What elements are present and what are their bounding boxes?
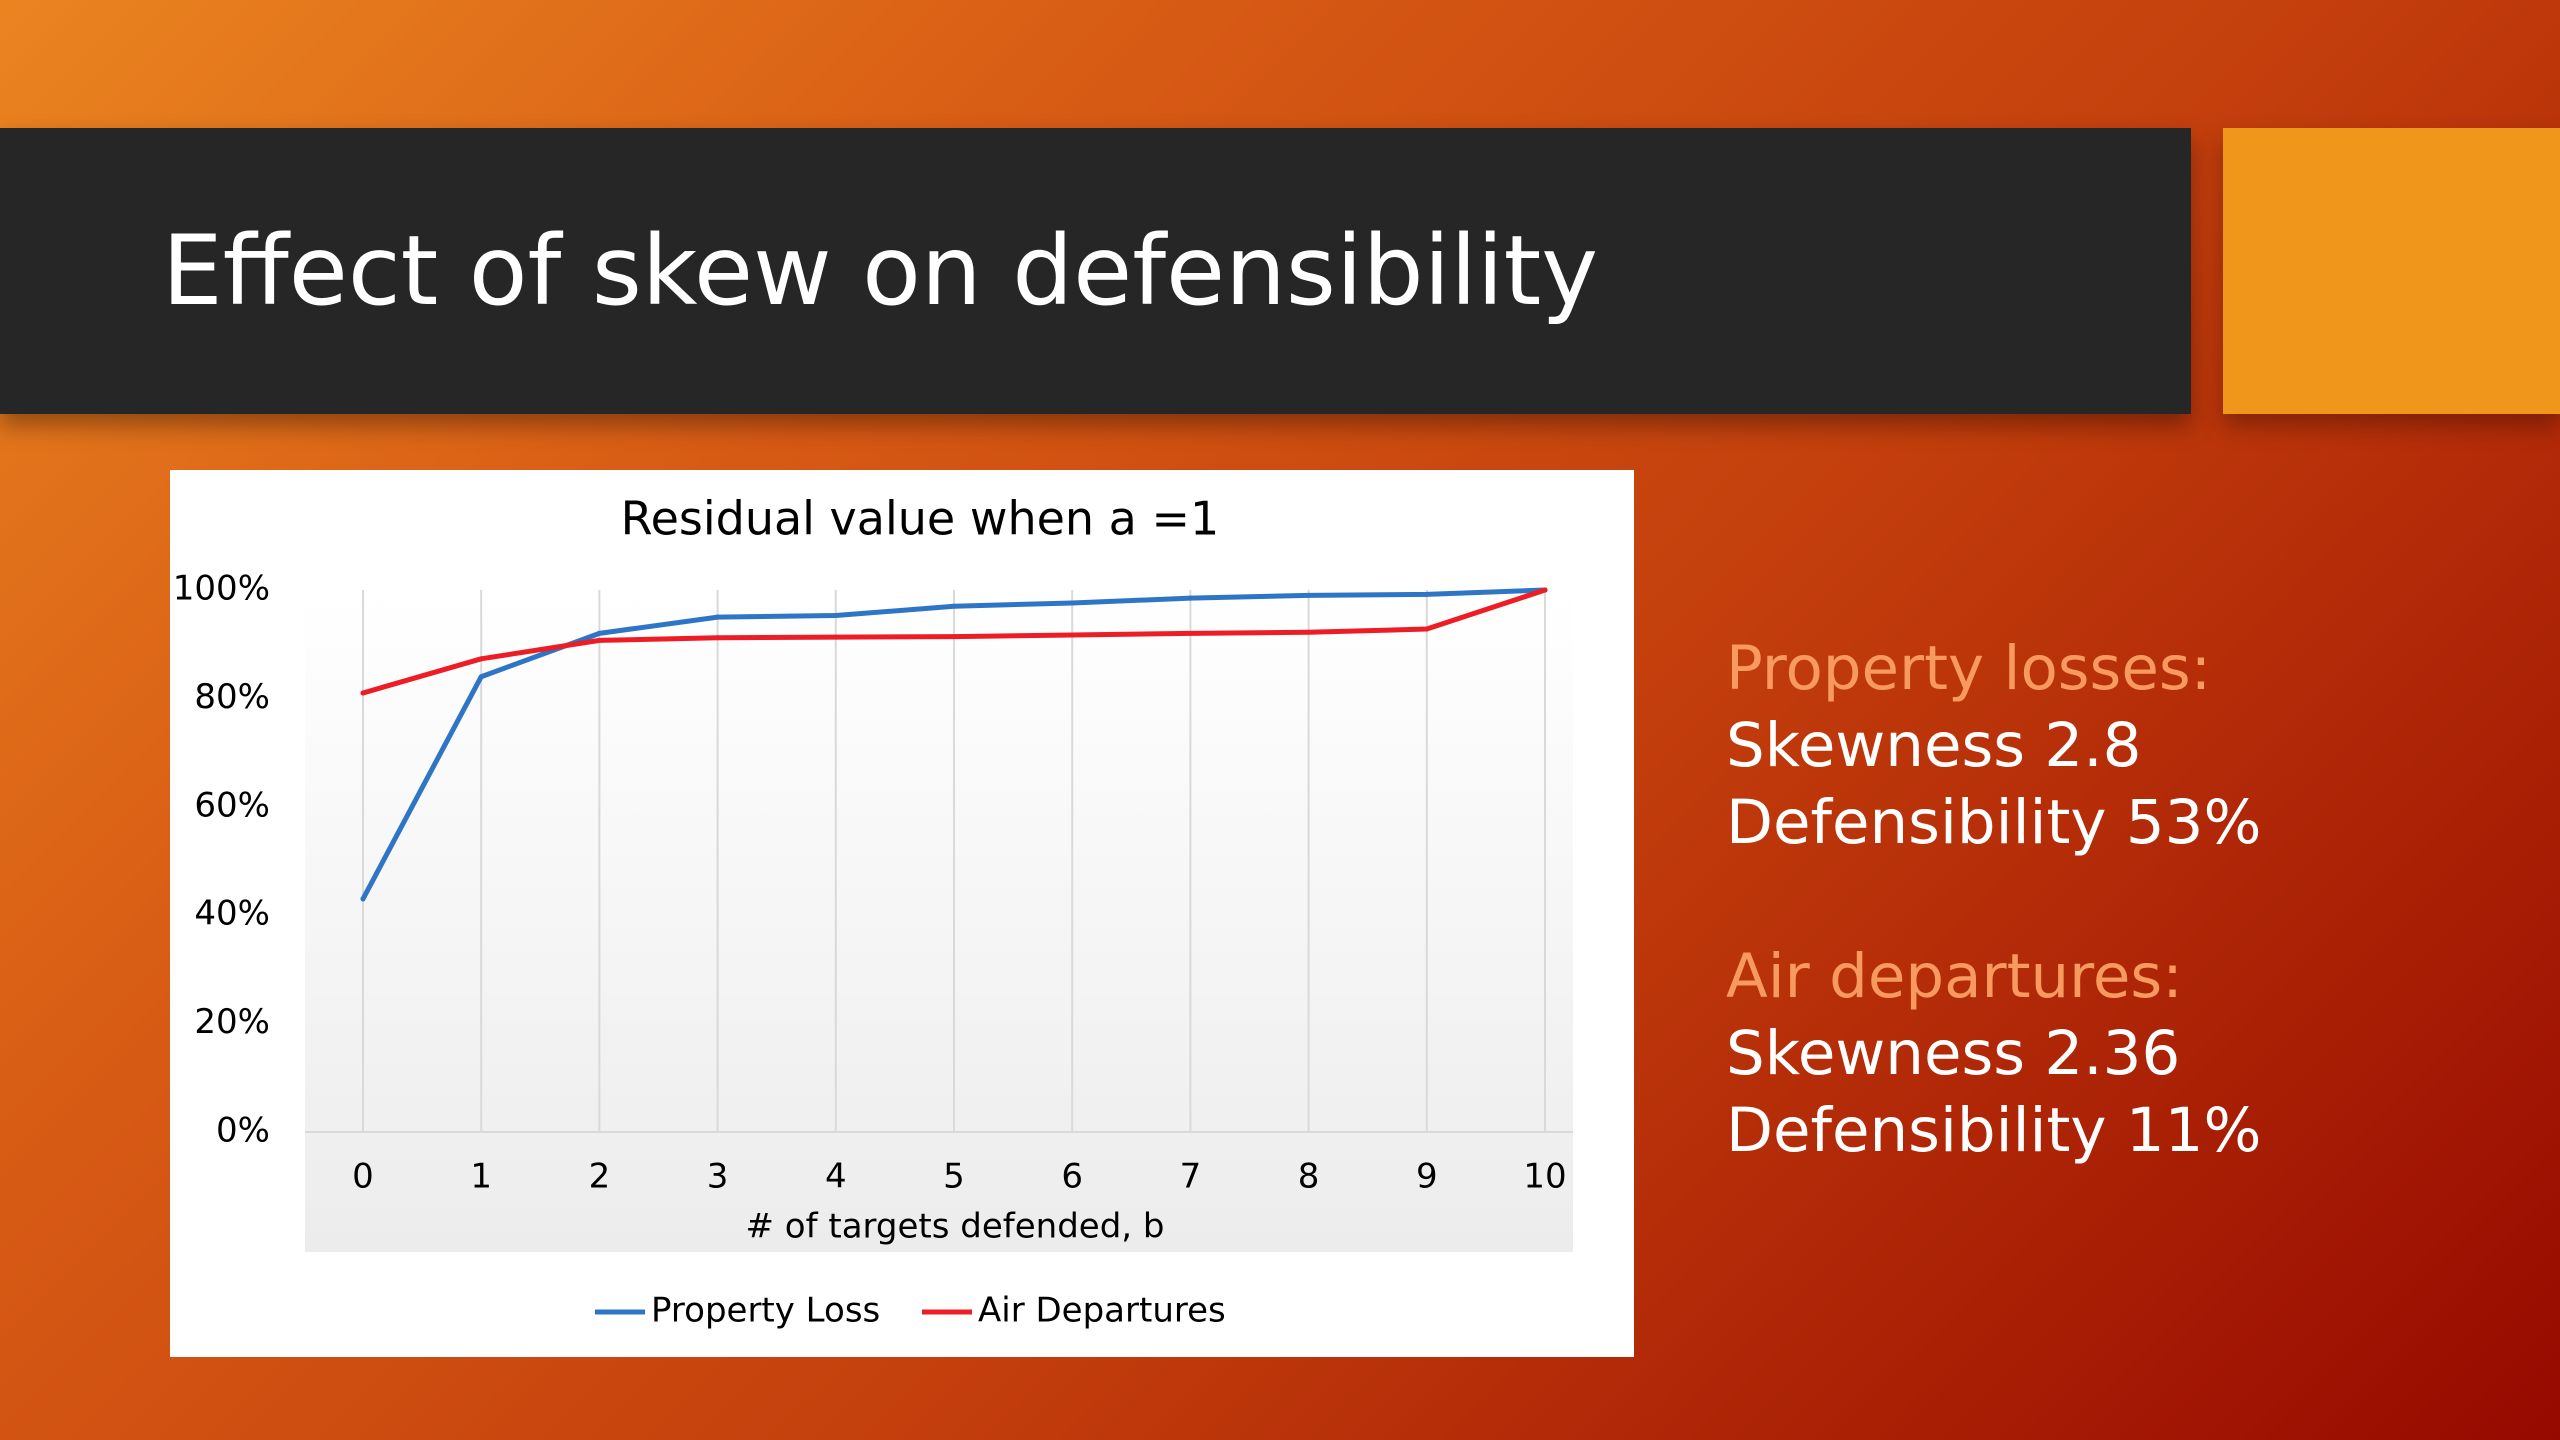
x-tick-label: 10: [1523, 1157, 1566, 1197]
property-skewness: Skewness 2.8: [1726, 710, 2142, 781]
y-axis-ticks: 0% 20% 40% 60% 80% 100%: [173, 569, 270, 1151]
x-tick-label: 2: [589, 1157, 611, 1197]
data-point: [1306, 629, 1312, 635]
data-point: [596, 630, 602, 636]
spacer: [1726, 861, 2526, 938]
data-point: [715, 635, 721, 641]
data-point: [1187, 595, 1193, 601]
legend-label: Property Loss: [651, 1291, 880, 1331]
data-point: [833, 634, 839, 640]
property-heading: Property losses:: [1726, 633, 2212, 704]
slide-title: Effect of skew on defensibility: [162, 215, 1599, 327]
y-tick-label: 40%: [194, 894, 270, 934]
data-point: [1187, 630, 1193, 636]
data-point: [1069, 632, 1075, 638]
accent-square: [2223, 128, 2560, 414]
line-chart: Residual value when a =1 0% 20% 40% 60% 80% 1…: [173, 492, 1573, 1331]
air-skewness: Skewness 2.36: [1726, 1018, 2181, 1089]
data-point: [478, 674, 484, 680]
data-point: [1424, 626, 1430, 632]
y-tick-label: 100%: [173, 569, 270, 609]
data-point: [1542, 587, 1548, 593]
y-tick-label: 80%: [194, 677, 270, 717]
x-tick-label: 3: [707, 1157, 729, 1197]
data-point: [1424, 591, 1430, 597]
x-axis-ticks: 0 1 2 3 4 5 6 7 8 9 10: [352, 1157, 1566, 1197]
data-point: [478, 656, 484, 662]
series-layer: [360, 587, 1548, 902]
summary-panel: Property losses: Skewness 2.8 Defensibil…: [1726, 630, 2526, 1169]
y-tick-label: 60%: [194, 785, 270, 825]
air-heading: Air departures:: [1726, 941, 2183, 1012]
grid-lines: [305, 590, 1573, 1133]
data-point: [596, 637, 602, 643]
data-point: [833, 612, 839, 618]
chart-panel: Residual value when a =1 0% 20% 40% 60% 80% 1…: [170, 470, 1634, 1357]
data-point: [951, 634, 957, 640]
x-tick-label: 7: [1180, 1157, 1202, 1197]
x-tick-label: 9: [1416, 1157, 1438, 1197]
data-point: [1306, 592, 1312, 598]
plot-background: [305, 590, 1573, 1252]
data-point: [360, 690, 366, 696]
y-tick-label: 0%: [216, 1111, 270, 1151]
property-defensibility: Defensibility 53%: [1726, 787, 2262, 858]
data-point: [1069, 600, 1075, 606]
data-point: [951, 603, 957, 609]
x-tick-label: 1: [470, 1157, 492, 1197]
y-tick-label: 20%: [194, 1002, 270, 1042]
x-tick-label: 8: [1298, 1157, 1320, 1197]
air-defensibility: Defensibility 11%: [1726, 1095, 2262, 1166]
x-tick-label: 6: [1061, 1157, 1083, 1197]
legend-label: Air Departures: [978, 1291, 1226, 1331]
x-axis-label: # of targets defended, b: [746, 1207, 1165, 1247]
title-bar: Effect of skew on defensibility: [0, 128, 2191, 414]
data-point: [715, 614, 721, 620]
x-tick-label: 0: [352, 1157, 374, 1197]
chart-title: Residual value when a =1: [621, 492, 1220, 546]
x-tick-label: 5: [943, 1157, 965, 1197]
legend: Property Loss Air Departures: [595, 1291, 1226, 1331]
x-tick-label: 4: [825, 1157, 847, 1197]
data-point: [360, 896, 366, 902]
